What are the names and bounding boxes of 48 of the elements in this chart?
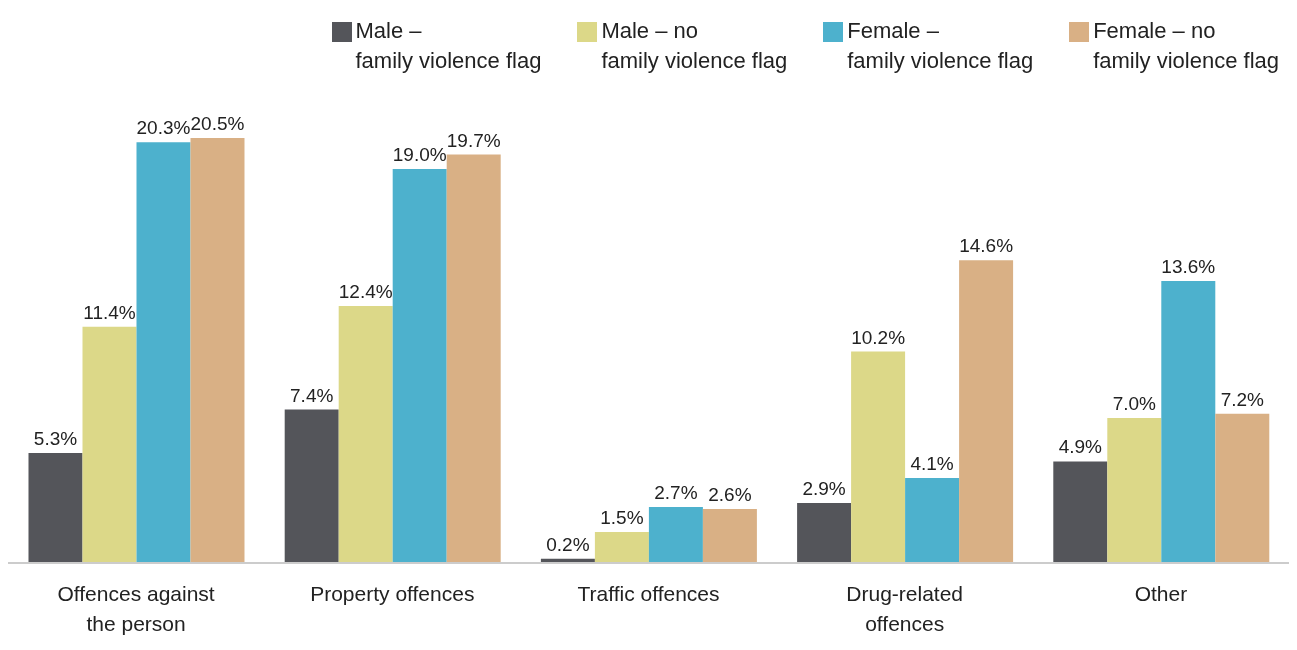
data-label: 7.4% [290,384,334,406]
data-label: 5.3% [33,428,78,450]
bar [82,326,137,563]
data-label: 4.1% [910,453,954,474]
x-tick-label: Property offences [310,582,475,605]
bar [338,305,393,563]
bar [1107,417,1162,563]
data-label: 20.5% [190,113,245,134]
data-label: 19.0% [392,144,447,166]
bar [851,351,906,563]
bar [797,502,852,563]
data-label: 12.4% [338,280,393,302]
data-label: 7.0% [1112,392,1157,414]
data-label: 10.2% [851,326,906,348]
x-tick-label: Drug-related offences [846,582,964,635]
x-tick-label: Traffic offences [577,582,720,605]
bar [28,453,83,563]
bar [136,142,191,563]
data-label: 14.6% [959,235,1014,257]
bar [392,169,447,563]
bar [190,138,245,563]
legend-label: Male – no family violence flag [601,17,788,75]
legend-label: Male – family violence flag [355,17,542,75]
bar [284,409,339,563]
bar [959,260,1014,563]
data-label: 20.3% [136,117,191,139]
data-label: 7.2% [1220,388,1265,410]
data-label: 0.2% [546,533,590,555]
bar [1161,281,1216,563]
bar [702,509,757,563]
bar [594,531,649,563]
data-label: 4.9% [1058,436,1103,458]
legend-label: Female – family violence flag [847,17,1034,75]
data-label: 11.4% [83,301,136,323]
x-tick-label: Other [1134,582,1188,605]
data-label: 19.7% [446,129,501,151]
data-label: 1.5% [600,506,644,528]
bar [648,507,703,563]
bar [1215,413,1270,563]
data-label: 2.7% [654,482,698,504]
data-label: 2.6% [708,484,752,506]
bar [446,154,501,563]
data-label: 13.6% [1161,256,1216,278]
bar [1053,461,1108,563]
data-label: 2.9% [802,477,846,499]
legend-label: Female – no family violence flag [1093,17,1279,75]
bar [905,478,960,563]
x-tick-label: Offences against the person [57,582,215,635]
